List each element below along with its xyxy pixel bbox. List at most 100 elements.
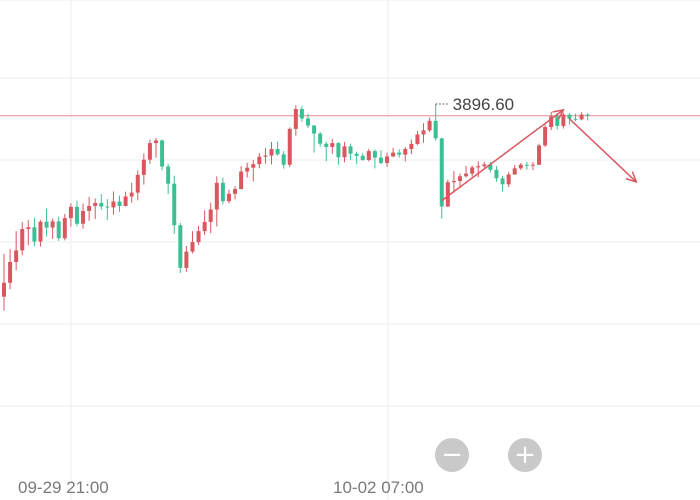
candle-body xyxy=(299,108,304,119)
candle-body xyxy=(433,120,438,139)
candle xyxy=(263,148,268,164)
candle xyxy=(105,199,110,220)
candle xyxy=(251,159,256,182)
trend-arrow-head xyxy=(625,171,638,184)
candle xyxy=(245,162,250,178)
candle-body xyxy=(427,120,432,131)
candle-body xyxy=(269,149,274,156)
candle xyxy=(549,111,554,131)
candle-body xyxy=(38,221,43,242)
candle-body xyxy=(154,140,158,144)
candle-body xyxy=(397,152,402,155)
candle-body xyxy=(184,251,189,268)
trend-arrow xyxy=(441,108,565,202)
candle xyxy=(220,177,225,205)
candle xyxy=(233,186,238,200)
zoom-in-button[interactable]: + xyxy=(508,438,542,472)
candle xyxy=(135,170,140,201)
candle-body xyxy=(220,182,225,202)
candle-body xyxy=(403,149,408,155)
candle-body xyxy=(494,169,499,179)
candle-body xyxy=(208,209,213,222)
candle xyxy=(111,191,116,215)
candle-body xyxy=(488,164,493,170)
candle-body xyxy=(421,130,426,135)
candle xyxy=(360,153,365,161)
candle xyxy=(500,175,505,192)
candle xyxy=(324,141,329,162)
candle-body xyxy=(74,206,79,224)
candle-body xyxy=(257,156,262,165)
candle-body xyxy=(190,242,195,252)
candle xyxy=(166,163,171,195)
candle-body xyxy=(239,171,244,190)
candle-body xyxy=(464,173,469,177)
candle xyxy=(8,249,13,290)
candle-body xyxy=(32,227,37,242)
trend-arrows xyxy=(441,108,638,202)
candle-body xyxy=(378,157,383,163)
candle-body xyxy=(26,227,31,230)
candle xyxy=(154,138,158,158)
x-tick-label: 10-02 07:00 xyxy=(333,478,424,497)
candle xyxy=(555,113,560,130)
candle-body xyxy=(44,221,49,228)
candle xyxy=(208,202,213,234)
candle-body xyxy=(354,153,359,156)
candle xyxy=(178,222,183,273)
candle-body xyxy=(391,152,396,157)
candle-body xyxy=(318,133,323,144)
candle-body xyxy=(2,282,6,297)
candle xyxy=(44,208,49,237)
candle-body xyxy=(549,116,554,128)
candle-body xyxy=(20,229,25,251)
candle xyxy=(93,198,98,219)
candle-body xyxy=(530,164,535,166)
candle-body xyxy=(312,125,317,134)
candle-body xyxy=(342,146,347,158)
x-tick-label: 09-29 21:00 xyxy=(18,478,109,497)
candle xyxy=(20,221,25,256)
trend-arrow-line xyxy=(441,109,564,202)
candle xyxy=(342,141,347,163)
candle xyxy=(81,203,86,229)
candle xyxy=(196,225,201,246)
candle-body xyxy=(567,114,572,119)
candle-body xyxy=(500,178,505,185)
candle xyxy=(336,141,341,165)
candle-body xyxy=(111,201,116,208)
candle xyxy=(129,182,134,203)
candle-body xyxy=(68,206,73,219)
candle-body xyxy=(573,118,578,120)
candle-body xyxy=(330,143,335,147)
candle-body xyxy=(348,146,353,154)
candles xyxy=(2,103,590,311)
candle-body xyxy=(385,156,390,163)
candle xyxy=(494,166,499,182)
candle-body xyxy=(275,149,280,155)
candle xyxy=(543,124,548,147)
candle xyxy=(330,138,335,154)
candle xyxy=(147,139,152,164)
candle xyxy=(439,137,444,219)
candle xyxy=(421,123,426,143)
candle-body xyxy=(141,159,146,175)
candle xyxy=(306,113,310,128)
candle xyxy=(512,165,517,175)
candle xyxy=(312,124,317,153)
candle xyxy=(62,213,67,241)
candle xyxy=(226,189,231,204)
candle-body xyxy=(99,202,104,207)
candle-body xyxy=(415,134,420,144)
candle xyxy=(537,143,542,166)
candle xyxy=(354,151,359,165)
zoom-out-button[interactable]: − xyxy=(435,438,469,472)
candle xyxy=(74,200,79,227)
candle xyxy=(87,196,92,221)
candle xyxy=(318,132,323,147)
candle-body xyxy=(476,166,481,168)
candle-body xyxy=(518,164,523,169)
candle-body xyxy=(451,181,456,183)
candle-body xyxy=(579,114,584,120)
candle-body xyxy=(445,182,450,207)
